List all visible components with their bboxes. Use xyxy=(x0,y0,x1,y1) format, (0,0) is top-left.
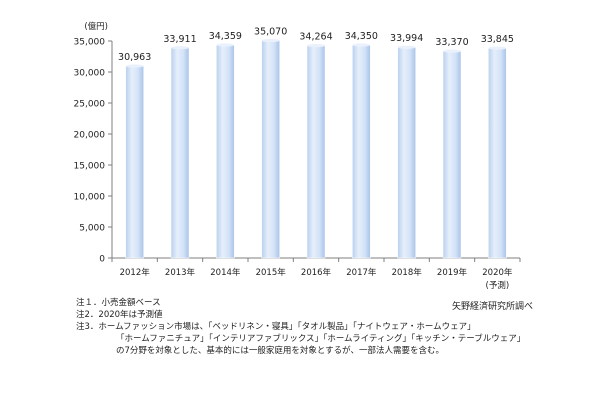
y-tick-label: 0 xyxy=(99,255,105,265)
bar-cap xyxy=(488,46,507,50)
y-tick-label: 5,000 xyxy=(79,224,105,234)
bar-cap xyxy=(171,46,189,50)
y-tick-label: 20,000 xyxy=(74,131,106,141)
bar-cap xyxy=(261,38,280,43)
bar xyxy=(125,65,144,259)
bar xyxy=(306,45,326,259)
data-label: 34,359 xyxy=(209,31,242,42)
note-3-cont-2: の7分野を対象とした、基本的には一般家庭用を対象とするが、一部法人需要を含む。 xyxy=(116,346,444,356)
note-3: 注3．ホームファッション市場は、「ベッドリネン・寝具」「タオル製品」「ナイトウェ… xyxy=(76,322,476,332)
y-tick-label: 30,000 xyxy=(74,69,106,79)
y-tick-label: 15,000 xyxy=(74,162,106,172)
y-tick-label: 10,000 xyxy=(74,193,106,203)
bar xyxy=(261,40,280,259)
bar-cap xyxy=(352,43,371,47)
x-tick-label: 2016年 xyxy=(301,267,332,278)
bar-cap xyxy=(216,43,235,47)
bar xyxy=(352,44,371,259)
data-label: 30,963 xyxy=(118,52,151,63)
bar xyxy=(442,50,462,259)
y-tick-label: 25,000 xyxy=(74,100,106,110)
data-label: 34,264 xyxy=(299,32,332,43)
bar-cap xyxy=(125,64,144,68)
data-label: 33,911 xyxy=(163,34,196,45)
data-label: 33,994 xyxy=(390,33,423,44)
bar xyxy=(488,47,507,259)
bar-cap xyxy=(307,43,325,48)
data-label: 33,370 xyxy=(435,37,468,48)
x-tick-label: 2013年 xyxy=(165,267,196,278)
bar-cap xyxy=(443,49,461,53)
data-label: 34,350 xyxy=(345,31,378,42)
bar xyxy=(216,44,235,259)
x-tick-label: 2014年 xyxy=(210,267,241,278)
notes-block: 注１．小売金額ベース 注2．2020年は予測値 注3．ホームファッション市場は、… xyxy=(76,297,596,357)
x-tick-label: 2019年 xyxy=(437,267,468,278)
data-label: 33,845 xyxy=(481,34,514,45)
data-label: 35,070 xyxy=(254,27,287,38)
x-tick-label: 2018年 xyxy=(392,267,423,278)
y-unit-label: (億円) xyxy=(84,21,108,32)
x-tick-sublabel: (予測) xyxy=(486,280,510,291)
x-tick-label: 2015年 xyxy=(256,267,287,278)
source-credit: 矢野経済研究所調べ xyxy=(452,302,534,312)
bar xyxy=(170,47,190,259)
note-1: 注１．小売金額ベース xyxy=(76,298,161,308)
note-3-cont-1: 「ホームファニチュア」「インテリアファブリックス」「ホームライティング」「キッチ… xyxy=(116,334,526,344)
x-tick-label: 2020年 xyxy=(482,267,513,278)
x-tick-label: 2017年 xyxy=(346,267,377,278)
labels: (億円) 0 5,000 10,000 15,000 20,000 25,000 30,000… xyxy=(74,21,514,291)
bars xyxy=(125,38,507,259)
x-tick-label: 2012年 xyxy=(120,267,151,278)
y-tick-label: 35,000 xyxy=(74,38,106,48)
note-2: 注2．2020年は予測値 xyxy=(76,310,163,320)
bar-cap xyxy=(397,45,416,49)
bar xyxy=(397,46,416,259)
